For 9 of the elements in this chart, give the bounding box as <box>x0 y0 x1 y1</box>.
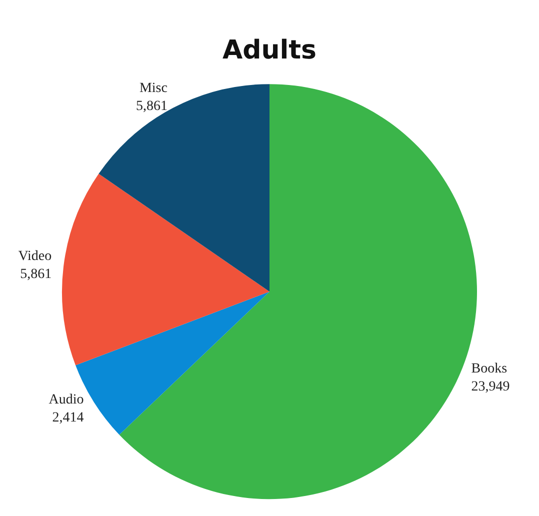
slice-label: Books <box>471 362 508 377</box>
slice-label: Audio <box>48 392 84 408</box>
slice-label: Video <box>18 248 52 264</box>
chart-title: Adults <box>222 35 317 66</box>
data-label: 23,949 <box>471 380 510 395</box>
data-label: 2,414 <box>52 410 84 426</box>
slice-label: Misc <box>139 80 168 96</box>
data-label: 5,861 <box>20 266 52 282</box>
data-label: 5,861 <box>136 98 168 114</box>
